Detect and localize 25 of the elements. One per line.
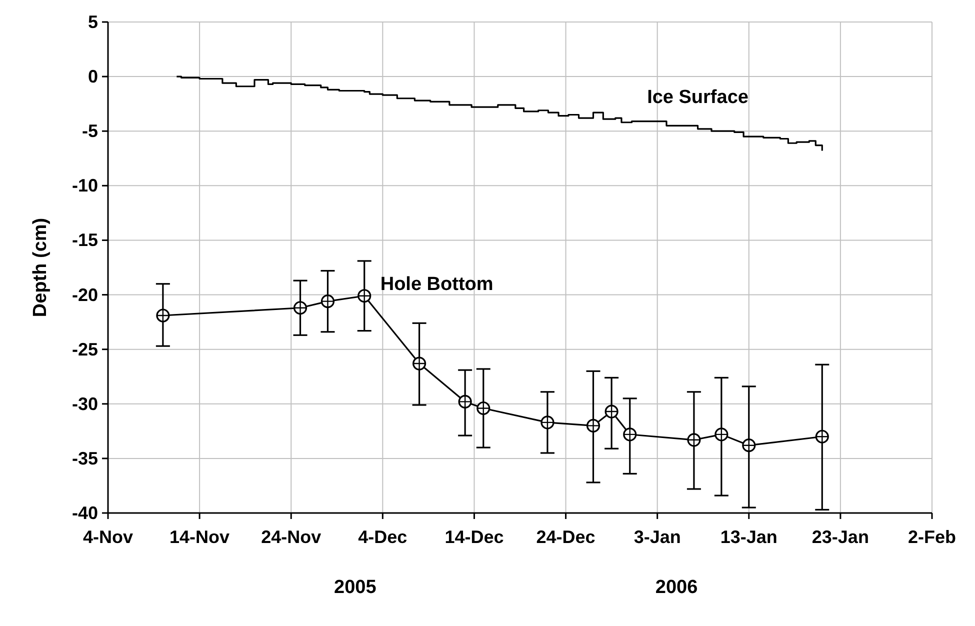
- x-tick-label: 23-Jan: [812, 527, 869, 547]
- x-tick-label: 24-Dec: [536, 527, 596, 547]
- text: 2006: [655, 577, 698, 598]
- x-tick-label: 4-Nov: [82, 527, 134, 547]
- y-tick-label: 5: [88, 12, 98, 32]
- y-tick-label: 0: [88, 66, 98, 87]
- x-tick-label: 14-Dec: [444, 527, 504, 547]
- y-tick-label: -10: [72, 176, 98, 196]
- x-tick-label: 13-Jan: [720, 527, 778, 547]
- series-label: Hole Bottom: [380, 274, 494, 295]
- x-tick-label: 14-Nov: [170, 527, 230, 547]
- text: 2005: [334, 577, 377, 598]
- x-tick-label: 24-Nov: [261, 527, 322, 547]
- y-tick-label: -30: [72, 394, 98, 414]
- y-axis-title: Depth (cm): [30, 218, 51, 318]
- y-tick-label: -15: [72, 230, 98, 250]
- y-tick-label: -5: [82, 121, 98, 142]
- x-tick-label: 3-Jan: [634, 527, 681, 547]
- y-tick-label: -25: [72, 339, 98, 360]
- y-tick-label: -35: [72, 448, 98, 468]
- series-label: Ice Surface: [647, 86, 748, 108]
- y-tick-label: -20: [72, 284, 98, 305]
- y-tick-label: -40: [72, 503, 98, 523]
- x-tick-label: 2-Feb: [908, 527, 956, 547]
- x-tick-label: 4-Dec: [358, 527, 408, 547]
